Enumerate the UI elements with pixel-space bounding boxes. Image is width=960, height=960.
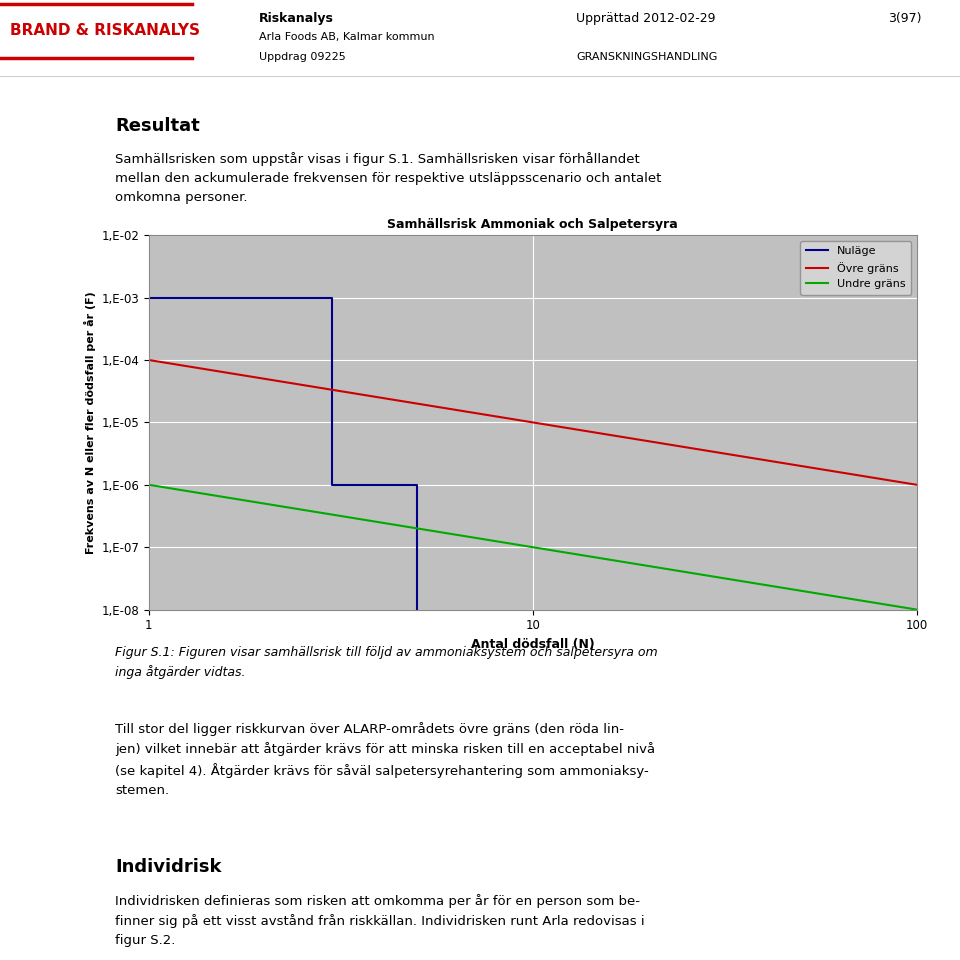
Nuläge	[412, 541, 423, 553]
Text: Till stor del ligger riskkurvan över ALARP-områdets övre gräns (den röda lin-
je: Till stor del ligger riskkurvan över ALA…	[115, 722, 656, 797]
Legend: Nuläge, Övre gräns, Undre gräns: Nuläge, Övre gräns, Undre gräns	[801, 241, 911, 295]
Text: Upprättad 2012-02-29: Upprättad 2012-02-29	[576, 12, 715, 25]
Text: Resultat: Resultat	[115, 116, 200, 134]
Nuläge	[326, 479, 338, 491]
Nuläge	[326, 292, 338, 303]
Text: Figur S.1: Figuren visar samhällsrisk till följd av ammoniaksystem och salpeters: Figur S.1: Figuren visar samhällsrisk ti…	[115, 646, 658, 679]
Text: BRAND & RISKANALYS: BRAND & RISKANALYS	[10, 23, 200, 38]
Text: Individrisken definieras som risken att omkomma per år för en person som be-
fin: Individrisken definieras som risken att …	[115, 894, 645, 948]
Text: Arla Foods AB, Kalmar kommun: Arla Foods AB, Kalmar kommun	[259, 33, 435, 42]
Text: Individrisk: Individrisk	[115, 858, 222, 876]
Text: GRANSKNINGSHANDLING: GRANSKNINGSHANDLING	[576, 52, 717, 62]
Text: 3(97): 3(97)	[888, 12, 922, 25]
Nuläge	[412, 604, 423, 615]
Nuläge	[412, 479, 423, 491]
Text: Samhällsrisken som uppstår visas i figur S.1. Samhällsrisken visar förhållandet
: Samhällsrisken som uppstår visas i figur…	[115, 152, 661, 204]
Title: Samhällsrisk Ammoniak och Salpetersyra: Samhällsrisk Ammoniak och Salpetersyra	[388, 218, 678, 231]
Line: Nuläge: Nuläge	[149, 298, 418, 610]
Y-axis label: Frekvens av N eller fler dödsfall per år (F): Frekvens av N eller fler dödsfall per år…	[84, 291, 96, 554]
X-axis label: Antal dödsfall (N): Antal dödsfall (N)	[471, 637, 594, 651]
Text: Riskanalys: Riskanalys	[259, 12, 334, 25]
Text: Uppdrag 09225: Uppdrag 09225	[259, 52, 346, 62]
Nuläge	[143, 292, 155, 303]
